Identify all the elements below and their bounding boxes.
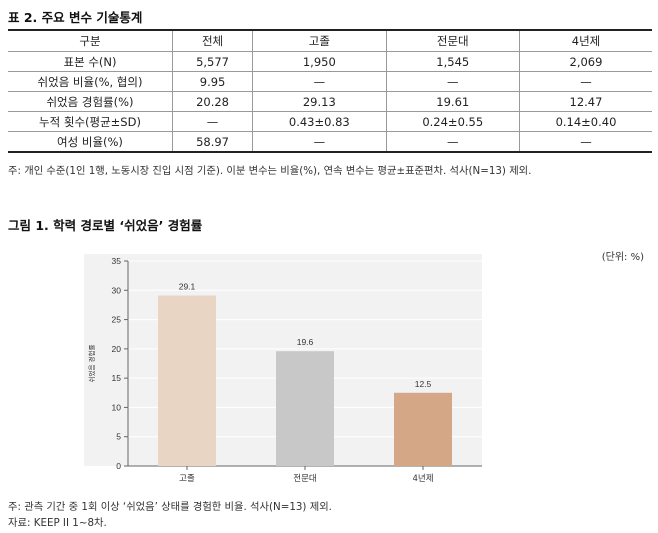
table-row: 여성 비율(%) 58.97 — — — — [8, 131, 652, 153]
table-cell: — — [385, 71, 520, 92]
table-header-row: 구분 전체 고졸 전문대 4년제 — [8, 30, 652, 52]
table-row: 표본 수(N) 5,577 1,950 1,545 2,069 — [8, 51, 652, 72]
table-header-cell: 구분 — [8, 30, 173, 52]
table-cell: 1,545 — [385, 51, 520, 72]
table-header-cell: 4년제 — [518, 30, 652, 52]
y-tick-label: 25 — [112, 315, 122, 325]
row-label: 누적 횟수(평균±SD) — [8, 111, 173, 132]
row-label: 표본 수(N) — [8, 51, 173, 72]
table-header-cell: 고졸 — [252, 30, 387, 52]
x-tick-label: 전문대 — [293, 473, 316, 484]
table-cell: 5,577 — [171, 51, 253, 72]
data-label: 19.6 — [297, 337, 314, 347]
y-axis-label: 쉬었음 경험률 — [87, 345, 96, 383]
y-tick-label: 10 — [112, 402, 122, 412]
figure-note: 주: 관측 기간 중 1회 이상 ‘쉬었음’ 상태를 경험한 비율. 석사(N=… — [8, 501, 332, 513]
table-row: 쉬었음 비율(%, 협의) 9.95 — — — — [8, 71, 652, 92]
x-tick-label: 4년제 — [412, 473, 433, 484]
table-cell: — — [518, 71, 652, 92]
table-cell: 1,950 — [252, 51, 387, 72]
y-tick-label: 35 — [112, 256, 122, 266]
data-label: 29.1 — [179, 282, 196, 292]
stats-table: 구분 전체 고졸 전문대 4년제 표본 수(N) 5,577 1,950 1,5… — [8, 29, 652, 153]
table-row: 누적 횟수(평균±SD) — 0.43±0.83 0.24±0.55 0.14±… — [8, 111, 652, 132]
table-cell: 0.43±0.83 — [252, 111, 387, 132]
table-cell: — — [252, 131, 387, 153]
y-tick-label: 5 — [116, 432, 121, 442]
table-cell: 2,069 — [518, 51, 652, 72]
table-cell: — — [171, 111, 253, 132]
bar — [158, 295, 216, 466]
table-cell: — — [385, 131, 520, 153]
row-label: 쉬었음 경험률(%) — [8, 91, 173, 112]
bar — [276, 351, 334, 466]
x-tick-label: 고졸 — [179, 474, 195, 484]
table-cell: — — [518, 131, 652, 153]
table-cell: — — [252, 71, 387, 92]
table-header-cell: 전체 — [171, 30, 253, 52]
table-cell: 9.95 — [171, 71, 253, 92]
table-cell: 0.14±0.40 — [518, 111, 652, 132]
y-tick-label: 30 — [112, 285, 122, 295]
bar — [394, 392, 452, 466]
unit-label: (단위: %) — [601, 252, 644, 263]
data-label: 12.5 — [415, 379, 432, 389]
table-cell: 29.13 — [252, 91, 387, 112]
table-header-cell: 전문대 — [385, 30, 520, 52]
y-tick-label: 15 — [112, 373, 122, 383]
table-title: 표 2. 주요 변수 기술통계 — [8, 10, 143, 25]
table-note: 주: 개인 수준(1인 1행, 노동시장 진입 시점 기준). 이분 변수는 비… — [8, 165, 532, 177]
table-cell: 58.97 — [171, 131, 253, 153]
y-tick-label: 20 — [112, 344, 122, 354]
row-label: 여성 비율(%) — [8, 131, 173, 153]
table-cell: 0.24±0.55 — [385, 111, 520, 132]
row-label: 쉬었음 비율(%, 협의) — [8, 71, 173, 92]
table-cell: 12.47 — [518, 91, 652, 112]
y-tick-label: 0 — [116, 461, 121, 471]
table-cell: 19.61 — [385, 91, 520, 112]
table-row: 쉬었음 경험률(%) 20.28 29.13 19.61 12.47 — [8, 91, 652, 112]
figure-source: 자료: KEEP II 1~8차. — [8, 517, 107, 529]
table-cell: 20.28 — [171, 91, 253, 112]
figure-title: 그림 1. 학력 경로별 ‘쉬었음’ 경험률 — [8, 218, 203, 233]
